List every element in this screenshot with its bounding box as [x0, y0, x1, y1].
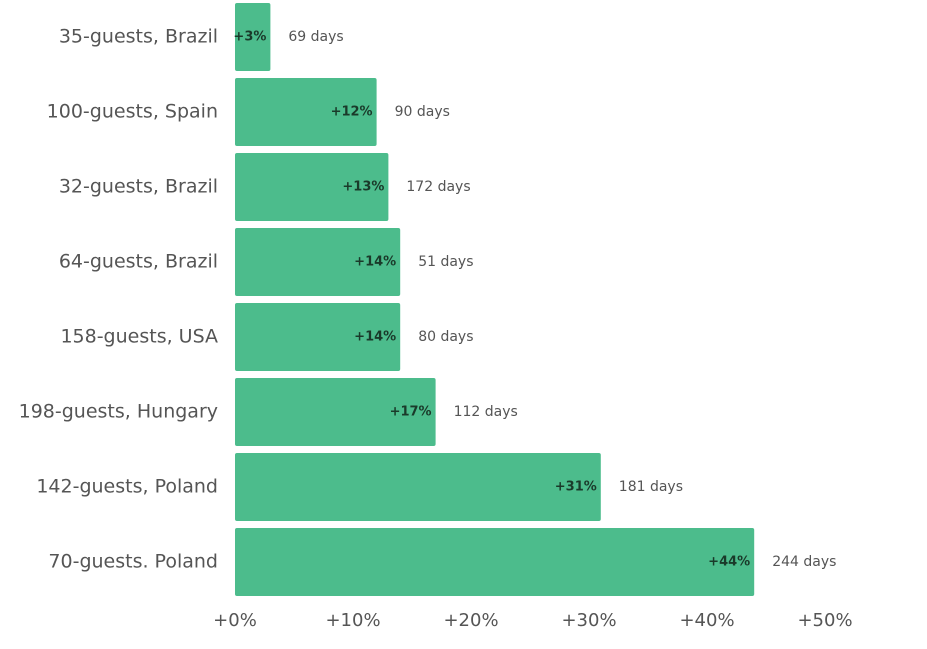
- category-label: 100-guests, Spain: [47, 101, 218, 123]
- category-label: 198-guests, Hungary: [19, 401, 218, 423]
- bar: [235, 228, 401, 296]
- days-annotation: 112 days: [454, 404, 518, 420]
- category-label: 32-guests, Brazil: [59, 176, 218, 198]
- bar: [235, 78, 377, 146]
- x-tick-label: +40%: [679, 610, 734, 631]
- value-label: +44%: [708, 555, 750, 570]
- value-label: +3%: [233, 30, 266, 45]
- days-annotation: 51 days: [418, 254, 473, 270]
- days-annotation: 172 days: [406, 179, 470, 195]
- category-label: 70-guests. Poland: [48, 551, 218, 573]
- category-label: 142-guests, Poland: [36, 476, 218, 498]
- days-annotation: 90 days: [395, 104, 450, 120]
- bar: [235, 528, 755, 596]
- value-label: +14%: [354, 255, 396, 270]
- x-tick-label: +0%: [213, 610, 257, 631]
- x-tick-label: +10%: [325, 610, 380, 631]
- value-label: +14%: [354, 330, 396, 345]
- category-label: 35-guests, Brazil: [59, 26, 218, 48]
- x-tick-label: +20%: [443, 610, 498, 631]
- x-tick-label: +30%: [561, 610, 616, 631]
- bar: [235, 153, 389, 221]
- value-label: +12%: [331, 105, 373, 120]
- days-annotation: 69 days: [288, 29, 343, 45]
- days-annotation: 80 days: [418, 329, 473, 345]
- bar: [235, 3, 271, 71]
- category-label: 64-guests, Brazil: [59, 251, 218, 273]
- bar: [235, 303, 401, 371]
- days-annotation: 181 days: [619, 479, 683, 495]
- value-label: +13%: [342, 180, 384, 195]
- x-tick-label: +50%: [797, 610, 852, 631]
- value-label: +31%: [555, 480, 597, 495]
- value-label: +17%: [390, 405, 432, 420]
- bar: [235, 378, 436, 446]
- days-annotation: 244 days: [772, 554, 836, 570]
- bar: [235, 453, 601, 521]
- category-label: 158-guests, USA: [60, 326, 218, 348]
